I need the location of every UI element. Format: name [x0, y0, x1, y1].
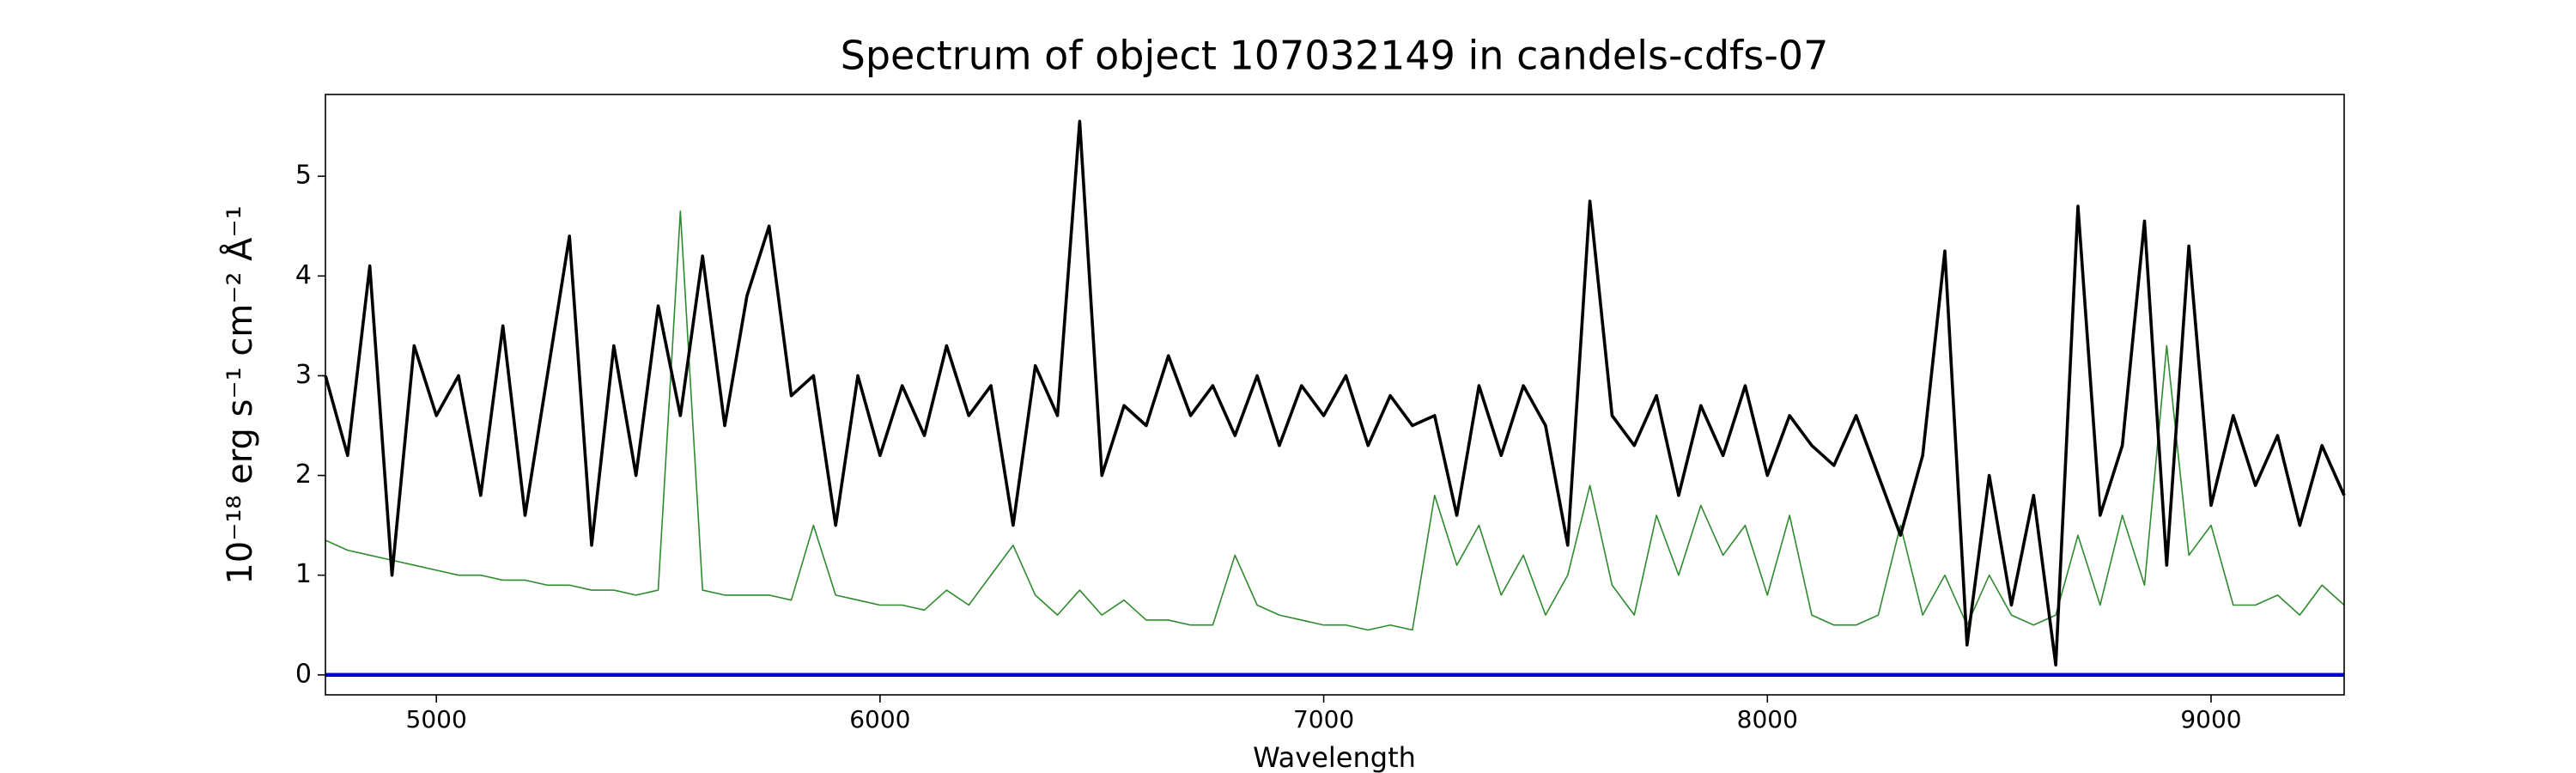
chart-title: Spectrum of object 107032149 in candels-…: [841, 33, 1829, 79]
spectrum-line: [325, 210, 2345, 631]
x-axis-label: Wavelength: [1253, 741, 1416, 773]
spectrum-line: [324, 119, 2346, 666]
x-tick-label: 5000: [406, 705, 467, 733]
y-tick-label: 0: [295, 659, 312, 689]
x-tick-label: 7000: [1293, 705, 1354, 733]
y-tick-label: 5: [295, 161, 312, 191]
y-axis-label: 10⁻¹⁸ erg s⁻¹ cm⁻² Å⁻¹: [219, 205, 260, 584]
y-tick-label: 2: [295, 460, 312, 490]
y-tick-label: 3: [295, 360, 312, 390]
y-tick-label: 1: [295, 559, 312, 589]
x-tick-label: 6000: [849, 705, 910, 733]
x-tick-label: 9000: [2180, 705, 2241, 733]
plot-frame: [325, 94, 2345, 696]
x-tick-label: 8000: [1737, 705, 1798, 733]
y-tick-label: 4: [295, 260, 312, 290]
